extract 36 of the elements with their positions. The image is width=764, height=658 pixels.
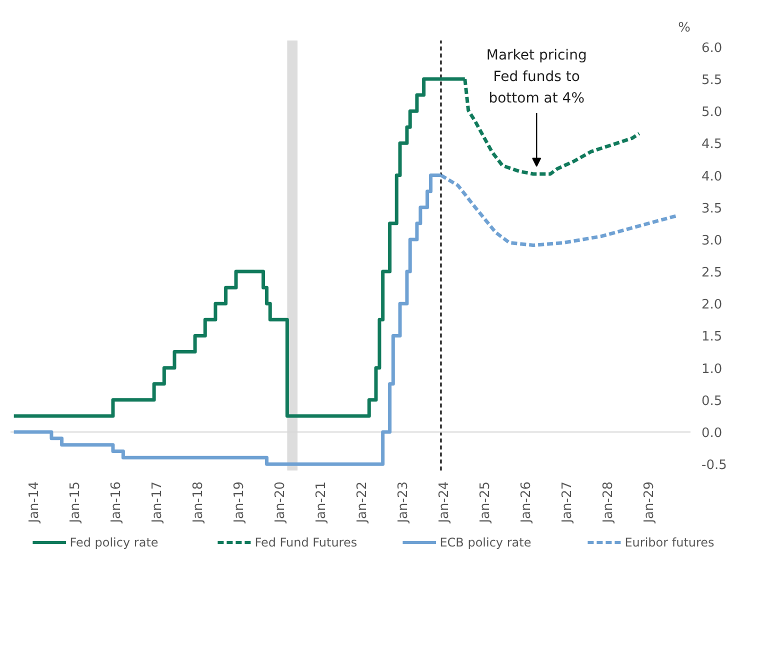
y-tick-label: 4.0 — [702, 169, 722, 184]
y-tick-label: -0.5 — [702, 458, 727, 474]
annotation: Market pricing Fed funds to bottom at 4% — [486, 47, 587, 107]
y-tick-label: 6.0 — [702, 40, 722, 56]
y-tick-label: 1.5 — [702, 330, 722, 345]
x-tick-label: Jan-21 — [314, 481, 330, 524]
x-tick-label: Jan-28 — [600, 481, 616, 524]
y-tick-label: 5.0 — [702, 105, 722, 120]
x-tick-label: Jan-20 — [272, 481, 288, 524]
y-tick-label: 3.5 — [702, 201, 722, 216]
y-tick-label: 5.5 — [702, 73, 722, 88]
legend-label: Fed Fund Futures — [254, 536, 358, 550]
x-tick-label: Jan-23 — [396, 481, 411, 524]
x-tick-label: Jan-15 — [68, 481, 83, 524]
x-tick-label: Jan-22 — [355, 481, 370, 524]
x-tick-label: Jan-17 — [150, 481, 166, 524]
x-tick-label: Jan-25 — [478, 481, 494, 524]
y-tick-label: 1.0 — [702, 362, 722, 377]
legend-label: ECB policy rate — [440, 536, 532, 550]
y-tick-label: 0.0 — [702, 426, 722, 441]
y-tick-label: 4.5 — [702, 137, 722, 152]
legend-label: Euribor futures — [624, 536, 714, 550]
x-tick-label: Jan-29 — [642, 481, 658, 524]
x-tick-label: Jan-18 — [191, 481, 206, 524]
y-axis-title: % — [678, 20, 691, 36]
y-tick-label: 2.0 — [702, 298, 722, 313]
x-tick-label: Jan-14 — [27, 481, 42, 524]
y-tick-label: 0.5 — [702, 394, 722, 409]
x-tick-label: Jan-19 — [232, 481, 247, 524]
legend-label: Fed policy rate — [70, 536, 158, 550]
x-tick-label: Jan-24 — [436, 481, 452, 524]
x-tick-label: Jan-26 — [519, 481, 534, 524]
y-tick-label: 2.5 — [702, 266, 722, 281]
x-tick-label: Jan-16 — [108, 481, 124, 524]
x-tick-label: Jan-27 — [560, 481, 575, 524]
y-tick-label: 3.0 — [702, 233, 722, 248]
